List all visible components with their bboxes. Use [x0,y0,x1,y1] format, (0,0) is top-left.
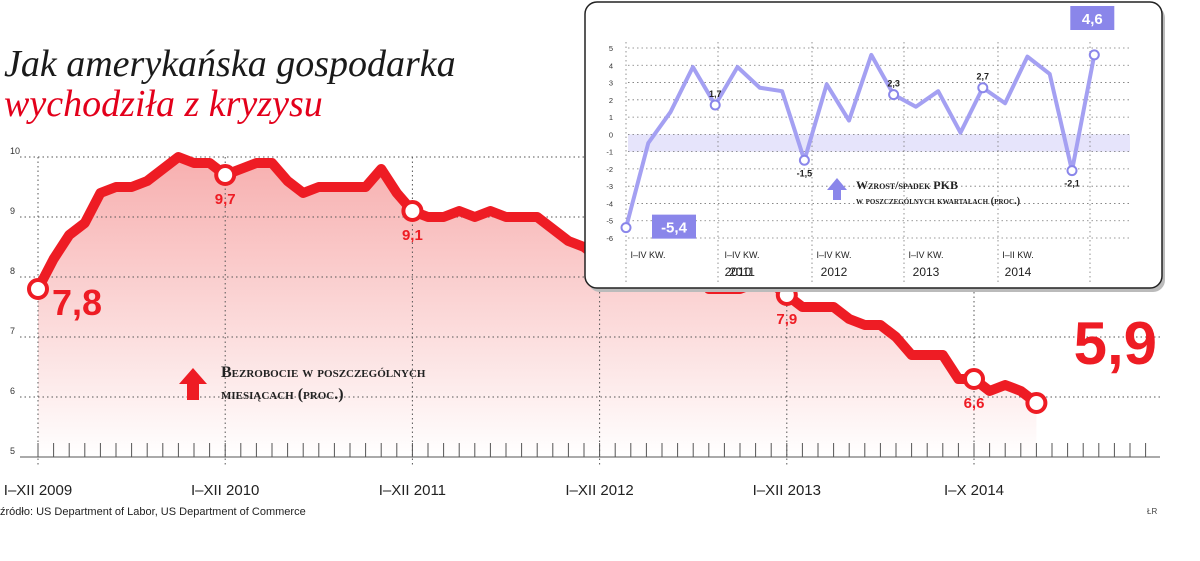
legend-text: miesiącach (proc.) [221,386,344,403]
y-tick-label: 9 [10,206,15,216]
inset-y-tick-label: 0 [609,130,613,139]
gdp-inset-chart: -6 -5 -4 -3 -2 -1 0 1 2 3 4 5 I–IV KW. 2010 I–IV KW. 20… [584,1,1165,292]
x-tick-label: I–XII 2011 [379,482,446,499]
x-tick-label: I–X 2014 [944,482,1004,499]
inset-y-tick-label: -5 [606,217,613,226]
unemployment-line [33,152,1042,408]
inset-x-tick-label: I–II KW. [1002,250,1034,260]
legend-text: w poszczególnych kwartałach (proc.) [856,196,1021,207]
up-arrow-icon [827,178,847,200]
inset-zero-band [628,134,1130,152]
unemployment-marker [1025,392,1048,414]
gdp-data-label: -2,1 [1064,179,1080,189]
inset-y-tick-label: -1 [606,148,613,157]
inset-y-tick-label: -3 [606,182,613,191]
unemployment-chart: 5 6 7 8 9 10 I–XII 2009 I–XII 2010 I–XII 2011 I–X… [4,146,1160,499]
inset-x-tick-label: 2014 [1005,265,1032,279]
data-label: 9,7 [215,191,236,208]
inset-y-tick-label: -2 [606,165,613,174]
gdp-marker [1088,49,1100,61]
inset-y-tick-label: 2 [609,96,613,105]
inset-x-tick-label: I–IV KW. [816,250,851,260]
data-label: 7,9 [776,311,797,328]
inset-y-tick-label: 3 [609,79,613,88]
gdp-data-label: 2,7 [977,72,990,82]
title-line-2: wychodziła z kryzysu [4,83,323,125]
gdp-data-label: 4,6 [1082,11,1103,28]
unemployment-marker [401,200,424,222]
gdp-marker [798,154,810,166]
x-tick-label: I–XII 2009 [4,482,72,499]
gdp-data-label: -1,5 [797,168,813,178]
data-label-start: 7,8 [52,282,102,323]
gdp-data-label: 2,3 [887,79,900,89]
source-note: źródło: US Department of Labor, US Depar… [0,506,306,518]
inset-x-tick-label: I–IV KW. [908,250,943,260]
x-tick-label: I–XII 2010 [191,482,259,499]
inset-y-tick-label: 4 [609,61,613,70]
gdp-data-label: 1,7 [709,89,722,99]
inset-y-tick-label: 1 [609,113,613,122]
gdp-marker [1066,165,1078,177]
y-tick-label: 8 [10,266,15,276]
inset-x-tick-label: 2011 [729,265,755,279]
x-tick-label: I–XII 2012 [565,482,633,499]
y-tick-label: 5 [10,446,15,456]
gdp-data-label: -5,4 [661,220,688,237]
gdp-label-box [1070,6,1115,30]
data-label: 6,6 [964,395,985,412]
unemployment-marker [963,368,985,390]
y-tick-label: 6 [10,386,15,396]
data-label: 9,1 [402,227,423,244]
x-tick-label: I–XII 2013 [753,482,821,499]
unemployment-marker [27,278,49,300]
y-tick-label: 7 [10,326,15,336]
inset-x-tick-label: I–IV KW. [724,250,759,260]
gdp-marker [709,99,721,111]
gdp-legend: Wzrost/spadek PKB w poszczególnych kwarta… [827,178,1021,207]
gdp-marker [888,89,900,101]
gdp-label-box [652,214,696,239]
unemployment-marker [214,164,237,186]
up-arrow-icon [179,368,207,400]
inset-x-tick-label: 2010 [725,265,752,279]
inset-x-tick-label: 2012 [821,265,848,279]
data-label-latest: 5,9 [1074,310,1157,377]
gdp-marker [977,82,989,94]
legend-text: Bezrobocie w poszczególnych [221,364,426,381]
chart-title: Jak amerykańska gospodarka wychodziła z … [4,44,456,124]
y-tick-label: 10 [10,146,20,156]
gdp-line [624,52,1097,229]
gdp-marker [620,222,632,234]
inset-y-tick-label: 5 [609,44,613,53]
author-credit: ŁR [1147,507,1158,516]
inset-y-tick-label: -4 [606,199,613,208]
inset-y-tick-label: -6 [606,234,613,243]
title-line-1: Jak amerykańska gospodarka [4,43,456,85]
inset-x-tick-label: I–IV KW. [630,250,665,260]
unemployment-legend: Bezrobocie w poszczególnych miesiącach (p… [179,364,426,403]
legend-text: Wzrost/spadek PKB [856,178,958,192]
inset-x-tick-label: 2013 [913,265,940,279]
